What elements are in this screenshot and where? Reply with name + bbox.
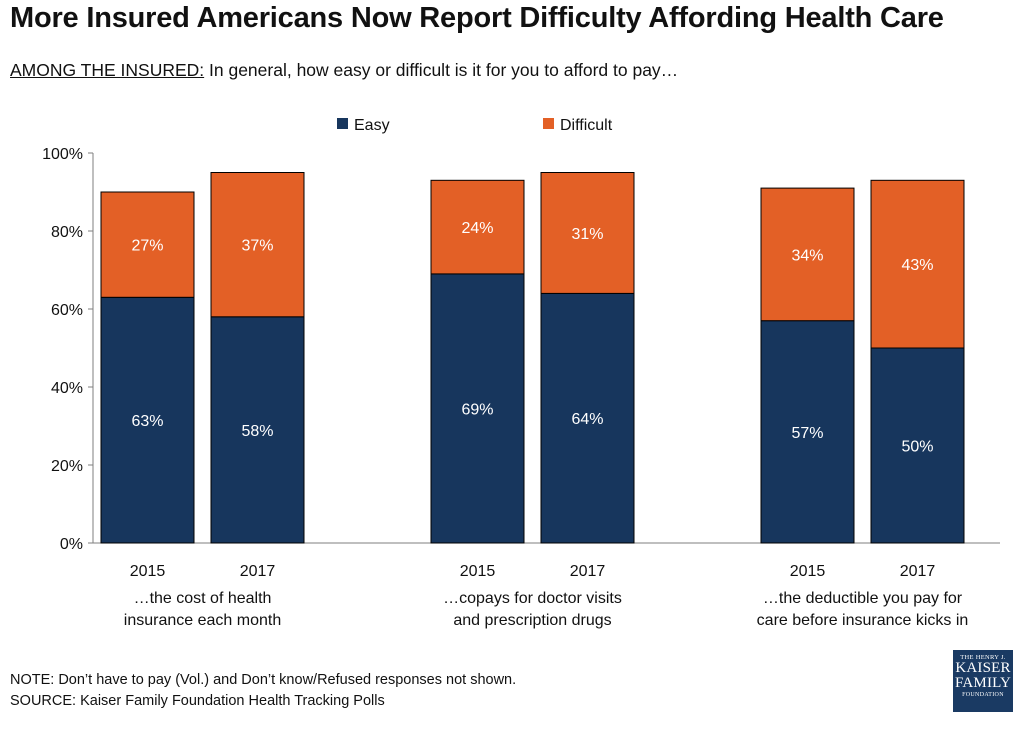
group-label: care before insurance kicks in xyxy=(757,612,969,629)
kff-logo: THE HENRY J. KAISER FAMILY FOUNDATION xyxy=(953,650,1013,712)
bar-easy xyxy=(870,347,965,544)
chart-subtitle: AMONG THE INSURED: In general, how easy … xyxy=(10,60,678,81)
data-label-easy: 69% xyxy=(461,401,493,418)
y-tick-label: 60% xyxy=(51,302,83,319)
subtitle-question: In general, how easy or difficult is it … xyxy=(204,60,679,80)
logo-line-2: KAISER xyxy=(955,660,1011,676)
bar-difficult xyxy=(430,179,525,275)
x-tick-label: 2017 xyxy=(900,563,936,580)
bar-easy xyxy=(430,273,525,544)
logo-line-4: FOUNDATION xyxy=(962,692,1004,698)
data-label-difficult: 43% xyxy=(901,257,933,274)
group-label: and prescription drugs xyxy=(453,612,611,629)
y-tick-label: 20% xyxy=(51,458,83,475)
data-label-difficult: 24% xyxy=(461,220,493,237)
bar-difficult xyxy=(760,187,855,322)
y-tick-label: 0% xyxy=(60,536,83,553)
legend-easy-swatch xyxy=(337,118,348,129)
data-label-difficult: 34% xyxy=(791,247,823,264)
y-tick-label: 40% xyxy=(51,380,83,397)
bar-difficult xyxy=(870,179,965,349)
group-label: …the deductible you pay for xyxy=(763,590,963,607)
legend-difficult-swatch xyxy=(543,118,554,129)
logo-line-1: THE HENRY J. xyxy=(960,654,1006,661)
x-tick-label: 2015 xyxy=(460,563,496,580)
data-label-difficult: 37% xyxy=(241,238,273,255)
chart-title: More Insured Americans Now Report Diffic… xyxy=(10,2,944,34)
bar-easy xyxy=(210,316,305,544)
x-tick-label: 2017 xyxy=(570,563,606,580)
x-tick-label: 2017 xyxy=(240,563,276,580)
y-tick-label: 100% xyxy=(42,146,83,163)
group-label: …the cost of health xyxy=(134,590,272,607)
bar-easy xyxy=(100,296,195,544)
data-label-easy: 58% xyxy=(241,423,273,440)
data-label-difficult: 27% xyxy=(131,238,163,255)
legend-difficult-label: Difficult xyxy=(560,117,613,134)
legend-easy-label: Easy xyxy=(354,117,390,134)
group-label: …copays for doctor visits xyxy=(443,590,622,607)
data-label-easy: 50% xyxy=(901,439,933,456)
data-label-easy: 57% xyxy=(791,425,823,442)
group-label: insurance each month xyxy=(124,612,281,629)
subtitle-lead: AMONG THE INSURED: xyxy=(10,60,205,80)
bar-easy xyxy=(540,292,635,544)
y-tick-label: 80% xyxy=(51,224,83,241)
data-label-easy: 63% xyxy=(131,413,163,430)
x-tick-label: 2015 xyxy=(790,563,826,580)
data-label-easy: 64% xyxy=(571,411,603,428)
x-tick-label: 2015 xyxy=(130,563,166,580)
bar-difficult xyxy=(100,191,195,298)
data-label-difficult: 31% xyxy=(571,226,603,243)
bar-easy xyxy=(760,320,855,544)
footnote: NOTE: Don’t have to pay (Vol.) and Don’t… xyxy=(10,670,516,712)
source-text: SOURCE: Kaiser Family Foundation Health … xyxy=(10,693,385,709)
note-text: NOTE: Don’t have to pay (Vol.) and Don’t… xyxy=(10,672,517,688)
bar-difficult xyxy=(210,172,305,318)
logo-line-3: FAMILY xyxy=(954,675,1012,691)
bar-difficult xyxy=(540,172,635,294)
